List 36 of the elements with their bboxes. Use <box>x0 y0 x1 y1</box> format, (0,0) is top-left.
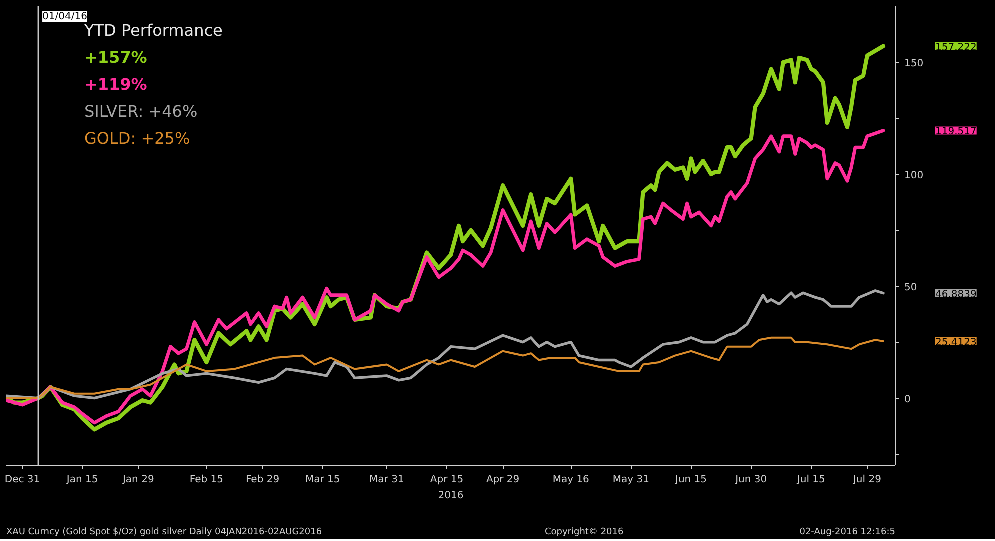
line-series <box>6 290 885 400</box>
x-tick-label: Feb 15 <box>190 474 224 486</box>
x-tick-label: Mar 15 <box>305 474 340 486</box>
x-tick-label: Jul 15 <box>796 474 826 486</box>
x-axis-title: 2016 <box>438 490 464 502</box>
x-tick-label: Dec 31 <box>4 474 40 486</box>
y-tick-label: 150 <box>904 58 924 70</box>
x-tick-label: Jun 15 <box>674 474 708 486</box>
x-tick-label: Jun 30 <box>734 474 768 486</box>
text: +157% <box>84 48 148 67</box>
text: XAU Curncy (Gold Spot $/Oz) gold silver Daily 04JAN2016-02AUG2016 <box>6 528 322 538</box>
x-tick-label: Feb 29 <box>246 474 280 486</box>
text: 25.4123 <box>936 337 977 348</box>
x-tick-label: May 31 <box>612 474 650 486</box>
text: SILVER: +46% <box>84 102 198 121</box>
line-series <box>6 336 884 400</box>
legend-title: YTD Performance <box>84 21 223 40</box>
x-tick-label: Apr 15 <box>430 474 464 486</box>
text: Copyright© 2016 <box>544 528 624 538</box>
x-tick-label: Jan 29 <box>122 474 154 486</box>
x-tick-label: Jul 29 <box>852 474 882 486</box>
text: 46.8839 <box>936 289 977 300</box>
x-tick-label: Mar 31 <box>370 474 404 486</box>
ref-line-label: 01/04/16 <box>42 12 88 22</box>
y-tick-label: 0 <box>904 394 911 406</box>
text: 02-Aug-2016 12:16:5 <box>800 528 896 538</box>
x-tick-label: Jan 15 <box>66 474 98 486</box>
text: 119.517 <box>936 126 977 138</box>
y-tick-label: 100 <box>904 170 924 182</box>
x-tick-label: Apr 29 <box>486 474 520 486</box>
line-series <box>6 129 886 425</box>
x-tick-label: May 16 <box>552 474 590 486</box>
text: 157.222 <box>936 42 977 54</box>
y-tick-label: 50 <box>904 282 918 294</box>
text: GOLD: +25% <box>84 129 190 148</box>
text: +119% <box>84 75 148 94</box>
